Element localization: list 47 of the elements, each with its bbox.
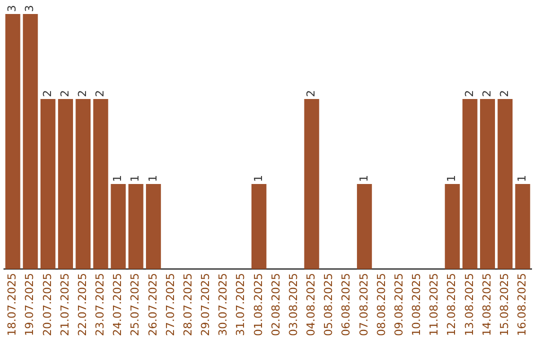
x-tick-label: 23.07.2025 [94,273,107,336]
x-tick-label: 14.08.2025 [480,273,494,336]
data-label: 2 [94,90,107,98]
x-tick-label: 25.07.2025 [128,273,142,336]
x-tick-label: 10.08.2025 [410,273,424,336]
x-tick-label: 02.08.2025 [269,273,282,336]
x-tick-label: 11.08.2025 [428,273,441,336]
x-tick-label: 27.07.2025 [164,273,177,336]
data-label: 2 [480,90,494,98]
x-tick-label: 29.07.2025 [199,273,212,336]
data-label: 3 [6,5,19,12]
x-tick-label: 06.08.2025 [340,273,353,336]
x-tick-label: 18.07.2025 [6,273,19,336]
data-label: 2 [304,90,318,98]
x-tick-label: 28.07.2025 [181,273,194,336]
data-label: 3 [23,5,36,12]
x-tick-label: 31.07.2025 [234,273,248,336]
x-tick-label: 21.07.2025 [58,273,72,336]
x-tick-label: 08.08.2025 [374,273,388,336]
x-tick-label: 04.08.2025 [304,273,318,336]
data-label: 1 [445,175,458,182]
data-label: 1 [252,175,265,182]
data-label: 1 [357,175,370,182]
x-tick-label: 16.08.2025 [516,273,529,336]
data-label: 1 [111,175,124,182]
x-tick-label: 22.07.2025 [76,273,89,336]
data-label: 1 [128,175,142,182]
x-tick-label: 13.08.2025 [462,273,476,336]
x-tick-label: 01.08.2025 [252,273,265,336]
x-tick-label: 09.08.2025 [392,273,406,336]
data-label: 1 [146,175,160,182]
data-label: 2 [462,90,476,98]
data-label: 2 [40,90,54,98]
x-tick-label: 26.07.2025 [146,273,160,336]
data-label: 2 [58,90,72,98]
x-tick-label: 07.08.2025 [357,273,370,336]
data-label: 1 [516,175,529,182]
data-label: 2 [498,90,511,98]
x-tick-label: 19.07.2025 [23,273,36,336]
x-tick-label: 05.08.2025 [322,273,336,336]
x-tick-label: 12.08.2025 [445,273,458,336]
x-tick-label: 24.07.2025 [111,273,124,336]
x-tick-label: 15.08.2025 [498,273,511,336]
x-tick-label: 03.08.2025 [286,273,300,336]
x-tick-label: 20.07.2025 [40,273,54,336]
x-tick-label: 30.07.2025 [216,273,230,336]
data-label: 2 [76,90,89,98]
